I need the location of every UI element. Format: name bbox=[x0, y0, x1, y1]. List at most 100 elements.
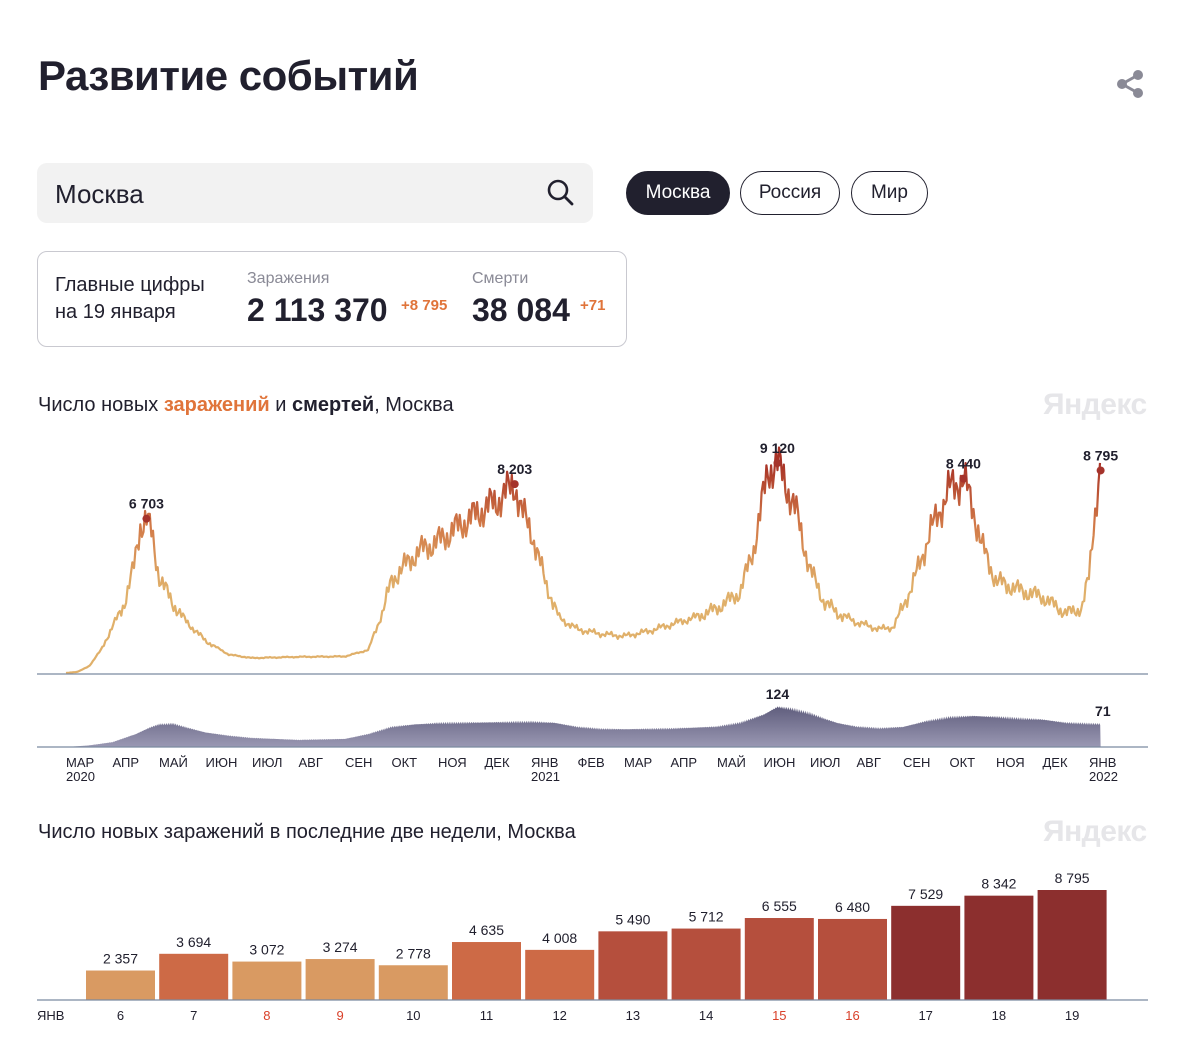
month-tick-label: ЯНВ bbox=[1089, 755, 1116, 770]
month-tick-label: АВГ bbox=[857, 755, 881, 770]
year-tick-label: 2020 bbox=[66, 769, 95, 784]
day-tick-label: 15 bbox=[772, 1008, 786, 1023]
two-weeks-bar-chart: 2 357 6 3 694 7 3 072 8 3 274 9 2 778 10 4 635 11 4 … bbox=[37, 870, 1148, 1023]
bar bbox=[305, 959, 375, 1000]
month-tick-label: СЕН bbox=[345, 755, 372, 770]
deaths-label: 71 bbox=[1095, 703, 1111, 719]
deaths-total: 38 084 bbox=[472, 292, 570, 328]
summary-heading-line1: Главные цифры bbox=[55, 274, 205, 296]
chart2-title: Число новых заражений в последние две не… bbox=[38, 821, 576, 843]
bar-value-label: 5 490 bbox=[615, 911, 650, 927]
bar bbox=[598, 931, 668, 1000]
chart1-title-and: и bbox=[269, 394, 292, 416]
bar-value-label: 3 072 bbox=[249, 942, 284, 958]
bar-value-label: 8 795 bbox=[1055, 870, 1090, 886]
day-tick-label: 10 bbox=[406, 1008, 420, 1023]
bar-value-label: 6 480 bbox=[835, 899, 870, 915]
day-tick-label: 9 bbox=[336, 1008, 343, 1023]
bar-value-label: 8 342 bbox=[981, 876, 1016, 892]
chart1-title-infections: заражений bbox=[163, 394, 270, 416]
year-tick-label: 2021 bbox=[531, 769, 560, 784]
peak-marker bbox=[510, 480, 519, 489]
chart1-title-prefix: Число новых bbox=[38, 394, 164, 416]
peak-label: 9 120 bbox=[760, 440, 795, 456]
peak-marker bbox=[142, 514, 151, 523]
deaths-area bbox=[66, 706, 1101, 747]
peak-marker bbox=[959, 474, 968, 483]
summary-card: Главные цифры на 19 января Заражения 2 1… bbox=[37, 251, 627, 347]
peak-label: 8 440 bbox=[946, 456, 981, 472]
bar bbox=[1037, 890, 1107, 1000]
month-tick-label: ДЕК bbox=[1043, 755, 1068, 770]
search-box bbox=[37, 163, 593, 225]
day-tick-label: 14 bbox=[699, 1008, 713, 1023]
summary-heading: Главные цифры на 19 января bbox=[55, 272, 205, 326]
chart1-title: Число новых заражений и смертей, Москва bbox=[38, 394, 454, 417]
deaths-label: Смерти bbox=[472, 270, 529, 287]
summary-date: на 19 января bbox=[55, 301, 176, 323]
deaths-delta: +71 bbox=[580, 297, 606, 314]
deaths-label: 124 bbox=[766, 686, 790, 702]
month-tick-label: НОЯ bbox=[438, 755, 467, 770]
infections-total: 2 113 370 bbox=[247, 292, 388, 328]
month-tick-label: МАР bbox=[66, 755, 94, 770]
chart1-title-deaths: смертей bbox=[291, 394, 375, 416]
month-tick-label: АПР bbox=[113, 755, 140, 770]
month-tick-label: МАЙ bbox=[159, 755, 188, 770]
month-tick-label: МАР bbox=[624, 755, 652, 770]
month-tick-label: ИЮН bbox=[764, 755, 796, 770]
bar bbox=[378, 965, 448, 1000]
bar bbox=[964, 895, 1034, 1000]
day-tick-label: 11 bbox=[480, 1008, 494, 1023]
search-input[interactable] bbox=[53, 163, 527, 225]
bar bbox=[232, 961, 302, 1000]
day-tick-label: 19 bbox=[1065, 1008, 1079, 1023]
infections-delta: +8 795 bbox=[401, 297, 448, 314]
month-tick-label: АПР bbox=[671, 755, 698, 770]
bar-value-label: 6 555 bbox=[762, 898, 797, 914]
day-tick-label: 7 bbox=[190, 1008, 197, 1023]
day-tick-label: 18 bbox=[992, 1008, 1006, 1023]
bar-value-label: 7 529 bbox=[908, 886, 943, 902]
search-icon[interactable] bbox=[543, 175, 579, 211]
peak-label: 6 703 bbox=[129, 496, 164, 512]
month-tick-label: ОКТ bbox=[950, 755, 976, 770]
month-tick-label: ФЕВ bbox=[578, 755, 605, 770]
month-tick-label: ЯНВ bbox=[531, 755, 558, 770]
tab-world[interactable]: Мир bbox=[851, 171, 928, 215]
peak-label: 8 795 bbox=[1083, 447, 1118, 463]
peak-label: 8 203 bbox=[497, 461, 532, 477]
chart2-watermark: Яндекс bbox=[1043, 815, 1147, 848]
day-tick-label: 8 bbox=[263, 1008, 270, 1023]
infections-label: Заражения bbox=[247, 270, 330, 287]
tab-moscow[interactable]: Москва bbox=[626, 171, 730, 215]
bar-value-label: 4 008 bbox=[542, 930, 577, 946]
bar bbox=[891, 905, 961, 1000]
bar bbox=[671, 928, 741, 1000]
page-title: Развитие событий bbox=[38, 52, 419, 99]
bar bbox=[159, 953, 229, 1000]
day-tick-label: 6 bbox=[117, 1008, 124, 1023]
month-tick-label: ИЮЛ bbox=[252, 755, 282, 770]
tab-russia[interactable]: Россия bbox=[740, 171, 840, 215]
peak-marker bbox=[1096, 466, 1105, 475]
bar bbox=[525, 949, 595, 1000]
month-tick-label: ОКТ bbox=[392, 755, 418, 770]
day-tick-label: 13 bbox=[626, 1008, 640, 1023]
month-tick-label: АВГ bbox=[299, 755, 323, 770]
month-tick-label: СЕН bbox=[903, 755, 930, 770]
bar-value-label: 3 694 bbox=[176, 934, 211, 950]
bar-value-label: 3 274 bbox=[323, 939, 358, 955]
bar-value-label: 5 712 bbox=[689, 909, 724, 925]
month-tick-label: ДЕК bbox=[485, 755, 510, 770]
share-icon[interactable] bbox=[1112, 66, 1148, 102]
bar bbox=[818, 918, 887, 1000]
month-label: ЯНВ bbox=[37, 1008, 64, 1023]
bar-value-label: 2 357 bbox=[103, 951, 138, 967]
bar bbox=[86, 970, 155, 1000]
bar-value-label: 4 635 bbox=[469, 922, 504, 938]
bar bbox=[452, 942, 521, 1000]
infections-line bbox=[65, 446, 1102, 675]
day-tick-label: 17 bbox=[918, 1008, 932, 1023]
